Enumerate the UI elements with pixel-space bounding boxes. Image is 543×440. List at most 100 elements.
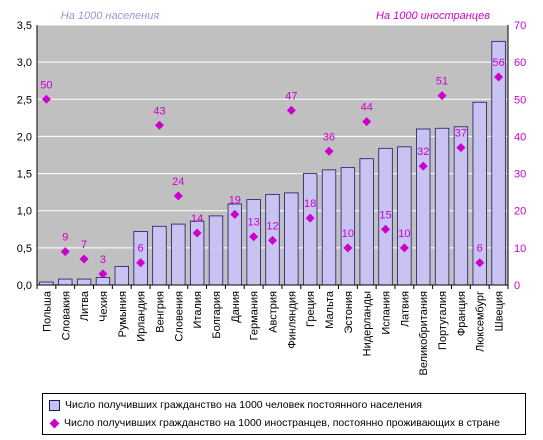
x-tick-label: Болгария (211, 291, 223, 339)
x-tick-label: Латвия (399, 291, 411, 327)
data-label: 56 (492, 57, 504, 69)
y-right-tick-label: 40 (514, 131, 526, 143)
x-tick-label: Португалия (437, 291, 449, 350)
x-tick-label: Чехия (98, 291, 110, 322)
data-label: 24 (172, 176, 184, 188)
x-tick-label: Швеция (494, 291, 506, 331)
data-label: 6 (138, 243, 144, 255)
y-left-tick-label: 0,0 (17, 280, 32, 292)
data-label: 36 (323, 131, 335, 143)
legend-item-bars: Число получивших гражданство на 1000 чел… (49, 397, 422, 413)
x-tick-label: Словения (173, 291, 185, 342)
marker-diamond (399, 243, 409, 253)
bar (208, 215, 224, 286)
data-label: 51 (436, 76, 448, 88)
marker-diamond (418, 161, 428, 171)
legend-diamond-swatch (49, 418, 60, 429)
x-tick-label: Румыния (117, 291, 129, 337)
data-label: 47 (285, 90, 297, 102)
x-tick-label: Германия (249, 291, 261, 340)
x-tick-label: Франция (456, 291, 468, 336)
data-label: 7 (81, 239, 87, 251)
data-label: 10 (398, 228, 410, 240)
marker-diamond (98, 269, 108, 279)
marker-diamond (381, 224, 391, 234)
bar (246, 199, 261, 286)
bar (302, 173, 318, 286)
bar (76, 278, 92, 286)
marker-diamond (324, 146, 334, 156)
marker-diamond (286, 105, 296, 115)
x-tick-label: Нидерланды (362, 291, 374, 356)
bar (58, 278, 73, 286)
data-label: 13 (248, 217, 260, 229)
data-label: 18 (304, 198, 316, 210)
x-tick-label: Финляндия (286, 291, 298, 349)
legend-bar-swatch (49, 399, 60, 411)
x-tick-label: Польша (41, 290, 53, 332)
bar (95, 277, 111, 286)
bar (171, 223, 186, 286)
x-tick-label: Венгрия (154, 291, 166, 333)
data-label: 50 (40, 79, 52, 91)
y-left-tick-label: 0,5 (17, 243, 32, 255)
marker-diamond (494, 72, 504, 82)
y-left-tick-label: 3,0 (17, 57, 32, 69)
bar (472, 101, 487, 286)
marker-diamond (192, 228, 202, 238)
x-tick-label: Испания (381, 291, 393, 335)
data-label: 32 (417, 146, 429, 158)
y-left-tick-label: 1,0 (17, 206, 32, 218)
y-right-tick-label: 50 (514, 94, 526, 106)
y-left-tick-label: 3,5 (17, 20, 32, 32)
x-tick-label: Мальта (324, 290, 336, 329)
marker-diamond (230, 209, 240, 219)
data-label: 10 (342, 228, 354, 240)
x-tick-label: Италия (192, 291, 204, 329)
data-label: 9 (62, 232, 68, 244)
y-right-axis-title: На 1000 иностранцев (376, 10, 490, 22)
marker-diamond (154, 120, 164, 130)
y-right-tick-label: 20 (514, 206, 526, 218)
y-right-tick-label: 10 (514, 243, 526, 255)
marker-diamond (305, 213, 315, 223)
y-right-tick-label: 0 (514, 280, 520, 292)
x-tick-label: Греция (305, 291, 317, 327)
x-tick-label: Ирландия (136, 291, 148, 342)
data-label: 12 (266, 220, 278, 232)
marker-diamond (268, 235, 277, 245)
data-label: 3 (100, 254, 106, 266)
marker-diamond (456, 143, 466, 153)
marker-diamond (79, 254, 89, 264)
bar (114, 266, 129, 286)
marker-diamond (437, 91, 447, 101)
marker-diamond (41, 94, 51, 104)
marker-diamond (343, 243, 353, 253)
y-left-tick-label: 2,5 (17, 94, 32, 106)
y-right-tick-label: 70 (514, 20, 526, 32)
x-tick-label: Словакия (60, 291, 72, 340)
marker-diamond (173, 191, 183, 201)
x-tick-label: Люксембург (475, 291, 487, 352)
data-label: 19 (229, 194, 241, 206)
marker-diamond (362, 117, 372, 127)
chart-svg: 0,0 0,5 1,0 1,5 2,0 2,5 3,0 3,5 0 10 20 30 40 50 60 70 Н… (17, 10, 527, 376)
data-label: 43 (153, 105, 165, 117)
bar (284, 192, 299, 286)
legend-item-markers: Число получивших гражданство на 1000 ино… (49, 415, 500, 431)
y-left-axis-title: На 1000 населения (61, 10, 160, 22)
data-label: 6 (477, 243, 483, 255)
y-right-tick-label: 60 (514, 57, 526, 69)
legend-label-bars: Число получивших гражданство на 1000 чел… (65, 399, 422, 411)
x-tick-label: Великобритания (418, 291, 430, 376)
bar (434, 127, 450, 286)
x-tick-label: Австрия (268, 291, 280, 333)
legend-label-markers: Число получивших гражданство на 1000 ино… (64, 417, 500, 429)
marker-diamond (475, 258, 485, 268)
y-right-tick-label: 30 (514, 169, 526, 181)
chart-legend: Число получивших гражданство на 1000 чел… (42, 393, 526, 435)
y-left-tick-label: 2,0 (17, 131, 32, 143)
marker-diamond (136, 258, 146, 268)
bar (321, 169, 337, 286)
